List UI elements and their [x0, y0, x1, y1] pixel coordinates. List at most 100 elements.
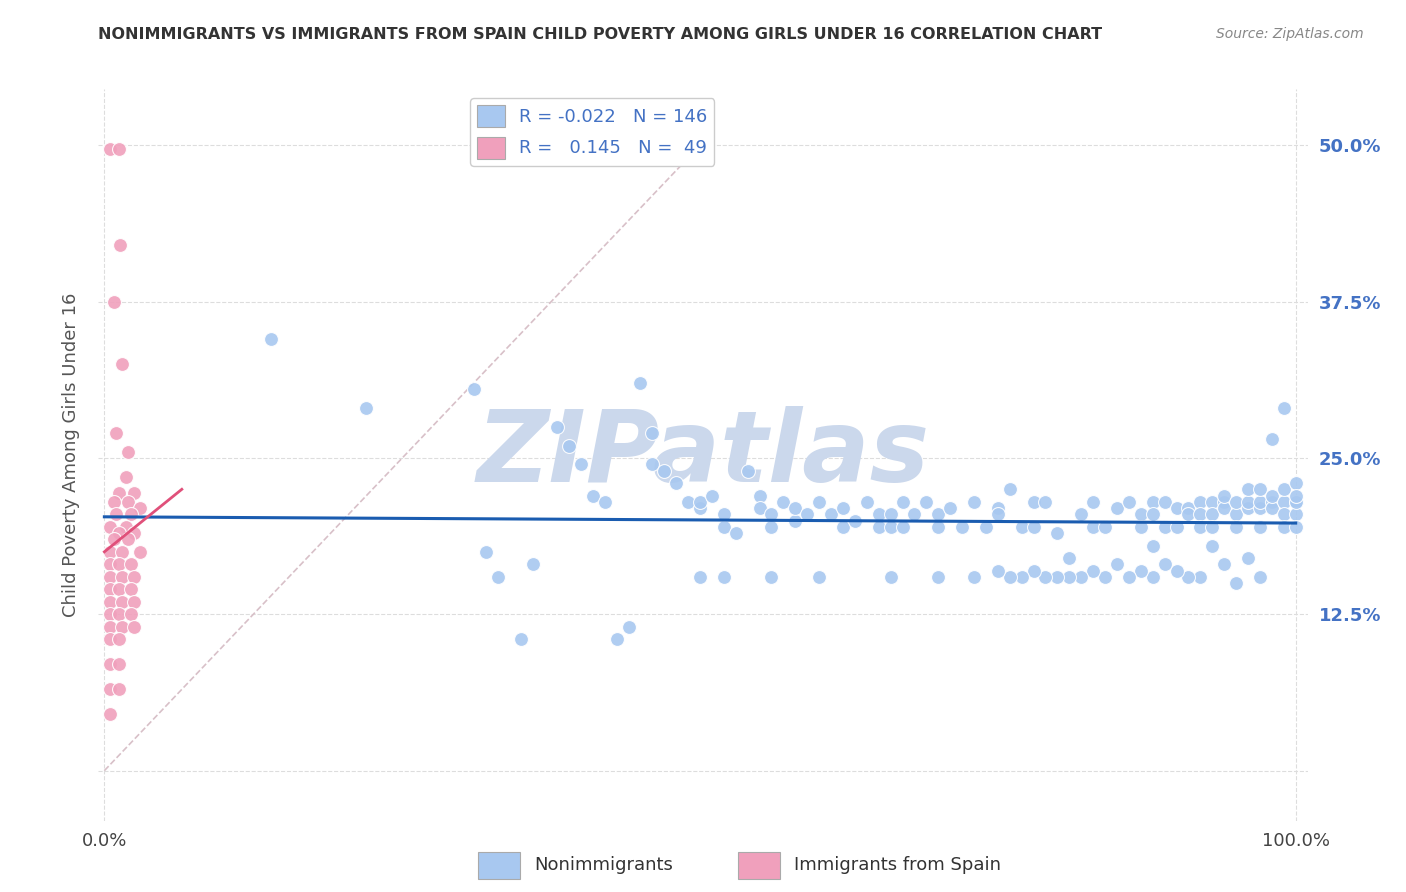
Point [1237, 551, 1260, 566]
Point [558, 438, 581, 452]
Text: ZIPatlas: ZIPatlas [477, 407, 929, 503]
Point [1213, 501, 1236, 516]
Point [1022, 564, 1045, 578]
Point [1225, 508, 1247, 522]
Point [1129, 564, 1152, 578]
Point [98, 620, 121, 634]
Point [1285, 489, 1308, 503]
Bar [738, 852, 780, 879]
Point [606, 632, 628, 647]
Point [785, 514, 807, 528]
Point [641, 425, 664, 440]
Point [111, 620, 134, 634]
Point [1129, 520, 1152, 534]
Point [1249, 495, 1271, 509]
Point [98, 595, 121, 609]
Point [1070, 508, 1092, 522]
Point [120, 582, 142, 597]
Point [1166, 564, 1188, 578]
Point [1261, 432, 1284, 446]
Y-axis label: Child Poverty Among Girls Under 16: Child Poverty Among Girls Under 16 [62, 293, 80, 617]
Point [868, 508, 890, 522]
Point [98, 142, 121, 156]
Point [122, 620, 145, 634]
Point [98, 657, 121, 672]
Point [915, 495, 938, 509]
Point [808, 570, 831, 584]
Point [108, 238, 131, 252]
Point [107, 657, 129, 672]
Point [117, 495, 139, 509]
Point [107, 582, 129, 597]
Point [111, 595, 134, 609]
Point [1225, 520, 1247, 534]
Point [927, 570, 949, 584]
Point [98, 607, 121, 622]
Point [1142, 539, 1164, 553]
Point [879, 520, 901, 534]
Point [1142, 508, 1164, 522]
Point [1035, 570, 1057, 584]
Point [891, 495, 914, 509]
Point [665, 476, 688, 491]
Point [122, 486, 145, 500]
Point [808, 495, 831, 509]
Point [737, 464, 759, 478]
Point [1177, 570, 1199, 584]
Point [939, 501, 962, 516]
Point [1094, 570, 1116, 584]
Point [630, 376, 652, 390]
Point [260, 332, 283, 346]
Point [761, 520, 783, 534]
Point [927, 508, 949, 522]
Point [546, 419, 568, 434]
Point [1153, 520, 1175, 534]
Point [1272, 495, 1295, 509]
Point [122, 570, 145, 584]
Point [107, 142, 129, 156]
Point [761, 508, 783, 522]
Point [1285, 520, 1308, 534]
Point [1118, 570, 1140, 584]
Point [522, 558, 544, 572]
Point [1070, 570, 1092, 584]
Point [1249, 501, 1271, 516]
Point [107, 632, 129, 647]
Point [785, 501, 807, 516]
Point [486, 570, 509, 584]
Point [617, 620, 640, 634]
Point [1237, 495, 1260, 509]
Point [1081, 520, 1104, 534]
Point [1285, 476, 1308, 491]
Point [98, 520, 121, 534]
Point [963, 495, 986, 509]
Point [1046, 526, 1069, 541]
Point [98, 682, 121, 697]
Point [1081, 495, 1104, 509]
Point [987, 501, 1010, 516]
Point [1105, 558, 1128, 572]
Point [1022, 495, 1045, 509]
Point [1272, 483, 1295, 497]
Point [1094, 520, 1116, 534]
Text: Immigrants from Spain: Immigrants from Spain [794, 856, 1001, 874]
Point [582, 489, 605, 503]
Point [111, 570, 134, 584]
Point [844, 514, 866, 528]
Point [1081, 564, 1104, 578]
Point [1285, 495, 1308, 509]
Point [1022, 520, 1045, 534]
Point [689, 501, 711, 516]
Point [987, 508, 1010, 522]
Point [1201, 520, 1223, 534]
Text: NONIMMIGRANTS VS IMMIGRANTS FROM SPAIN CHILD POVERTY AMONG GIRLS UNDER 16 CORREL: NONIMMIGRANTS VS IMMIGRANTS FROM SPAIN C… [98, 27, 1102, 42]
Point [98, 545, 121, 559]
Point [1177, 501, 1199, 516]
Point [1201, 508, 1223, 522]
Bar [478, 852, 520, 879]
Point [1011, 520, 1033, 534]
Point [1177, 508, 1199, 522]
Point [1129, 508, 1152, 522]
Point [114, 520, 136, 534]
Point [927, 520, 949, 534]
